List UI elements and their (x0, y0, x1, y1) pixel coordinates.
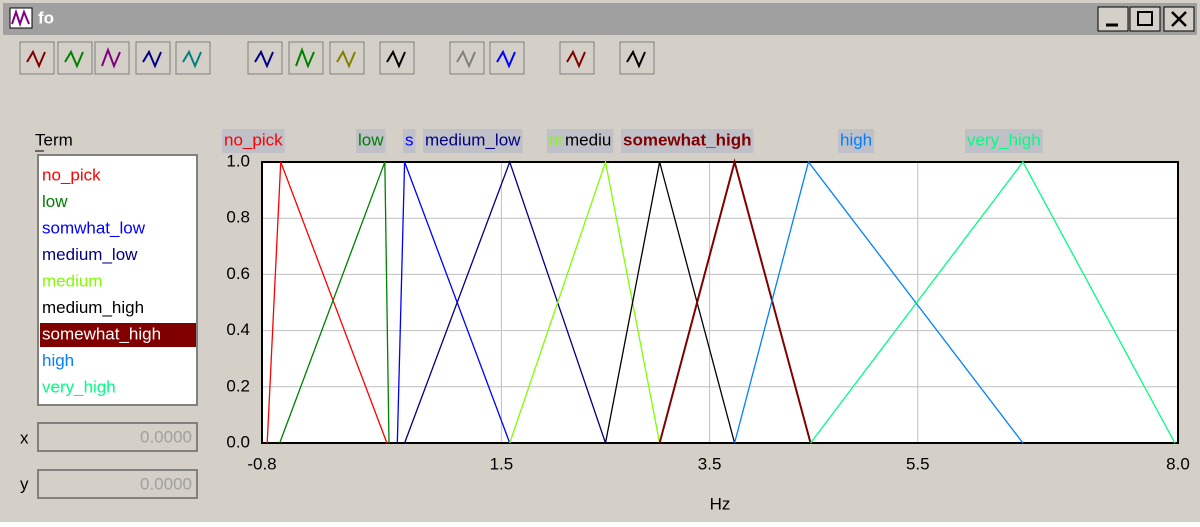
minimize-button[interactable] (1097, 6, 1129, 32)
maximize-button[interactable] (1129, 6, 1161, 32)
curve-label-bg (356, 129, 386, 153)
x-field-label: x (20, 428, 29, 447)
x-tick-label: 5.5 (906, 454, 930, 473)
membership-curve (810, 160, 1176, 444)
x-tick-label: 8.0 (1166, 454, 1190, 473)
curve-label-bg (621, 129, 754, 153)
term-label: Term (35, 130, 73, 149)
toolbar-icon (64, 49, 84, 69)
membership-curve (396, 161, 511, 444)
curve-label-bg (838, 129, 875, 153)
membership-curve (266, 161, 388, 444)
curve-label: somewhat_high (623, 130, 751, 149)
term-item[interactable]: somwhat_low (42, 218, 146, 237)
membership-curve (733, 160, 1024, 444)
toolbar-icon (386, 49, 406, 69)
toolbar-button[interactable] (329, 41, 365, 75)
curve-label-bg (547, 129, 566, 153)
membership-curve (403, 160, 607, 444)
y-tick-label: 0.2 (226, 376, 250, 395)
membership-curve (604, 161, 736, 444)
curve-label-bg (563, 129, 614, 153)
x-field[interactable] (37, 422, 198, 452)
close-button[interactable] (1163, 6, 1195, 32)
term-selected-bg (40, 323, 196, 347)
window-buttons[interactable] (1097, 6, 1195, 32)
plot: 0.0 0.2 0.4 0.6 0.8 1.0 -0.8 1.5 3.5 5.5 8.0 no_pic… (222, 129, 1190, 473)
toolbar-button[interactable] (57, 41, 93, 75)
plot-area (262, 162, 1178, 443)
curve-label: no_pick (224, 130, 283, 149)
toolbar-icon (496, 49, 516, 69)
curve-label-bg (965, 129, 1043, 153)
toolbar-button[interactable] (449, 41, 485, 75)
plot-frame (261, 161, 1179, 444)
term-item[interactable]: medium_high (42, 298, 144, 317)
toolbar-icon (456, 49, 476, 69)
maximize-glyph (1137, 11, 1153, 26)
curve-label-bg (423, 129, 523, 153)
toolbar-button[interactable] (379, 41, 415, 75)
x-axis-title: Hz (710, 494, 731, 513)
curve-label-bg (222, 129, 285, 153)
y-field-label: y (20, 474, 29, 493)
curve-label: s (405, 130, 414, 149)
toolbar-button[interactable] (135, 41, 171, 75)
term-item[interactable]: very_high (42, 377, 116, 396)
window-title: fo (38, 8, 54, 27)
toolbar-icon (182, 49, 202, 69)
term-item[interactable]: low (42, 192, 68, 211)
y-tick-label: 0.6 (226, 264, 250, 283)
toolbar-icon (142, 49, 162, 69)
term-item[interactable]: somewhat_high (42, 324, 161, 343)
y-field-value: 0.0000 (140, 474, 192, 493)
toolbar-button[interactable] (619, 41, 655, 75)
membership-curve (279, 161, 390, 444)
toolbar-icon (254, 49, 274, 69)
toolbar-icon (566, 49, 586, 69)
curve-label-bg (403, 129, 416, 153)
close-glyph (1171, 11, 1187, 27)
y-field[interactable] (37, 469, 198, 499)
membership-curve (658, 158, 812, 444)
curve-label: low (358, 130, 384, 149)
term-item[interactable]: medium_low (42, 245, 138, 264)
curve-label: high (840, 130, 872, 149)
curve-label: medium_low (425, 130, 521, 149)
membership-curve (509, 159, 661, 444)
toolbar-icon (336, 49, 356, 69)
title-bar (3, 3, 1197, 35)
toolbar-button[interactable] (247, 41, 283, 75)
curve-label: very_high (967, 130, 1041, 149)
toolbar-button[interactable] (19, 41, 55, 75)
toolbar-icon (626, 49, 646, 69)
toolbar-button[interactable] (559, 41, 595, 75)
toolbar (19, 41, 655, 75)
toolbar-button[interactable] (94, 41, 130, 75)
app-icon-glyph (11, 8, 30, 28)
toolbar-button[interactable] (489, 41, 525, 75)
x-tick-label: 3.5 (698, 454, 722, 473)
y-tick-label: 0.0 (226, 432, 250, 451)
y-tick-label: 1.0 (226, 151, 250, 170)
toolbar-icon (101, 47, 121, 69)
toolbar-icon (295, 47, 315, 69)
term-item[interactable]: no_pick (42, 165, 101, 184)
x-field-value: 0.0000 (140, 427, 192, 446)
term-list[interactable] (37, 154, 198, 406)
toolbar-button[interactable] (175, 41, 211, 75)
term-item[interactable]: medium (42, 271, 102, 290)
x-tick-label: -0.8 (247, 454, 276, 473)
y-tick-label: 0.4 (226, 320, 250, 339)
x-tick-label: 1.5 (490, 454, 514, 473)
curve-label: m (549, 130, 563, 149)
curve-label: mediu (565, 130, 611, 149)
toolbar-icon (26, 49, 46, 69)
term-item[interactable]: high (42, 351, 74, 370)
y-tick-label: 0.8 (226, 208, 250, 227)
